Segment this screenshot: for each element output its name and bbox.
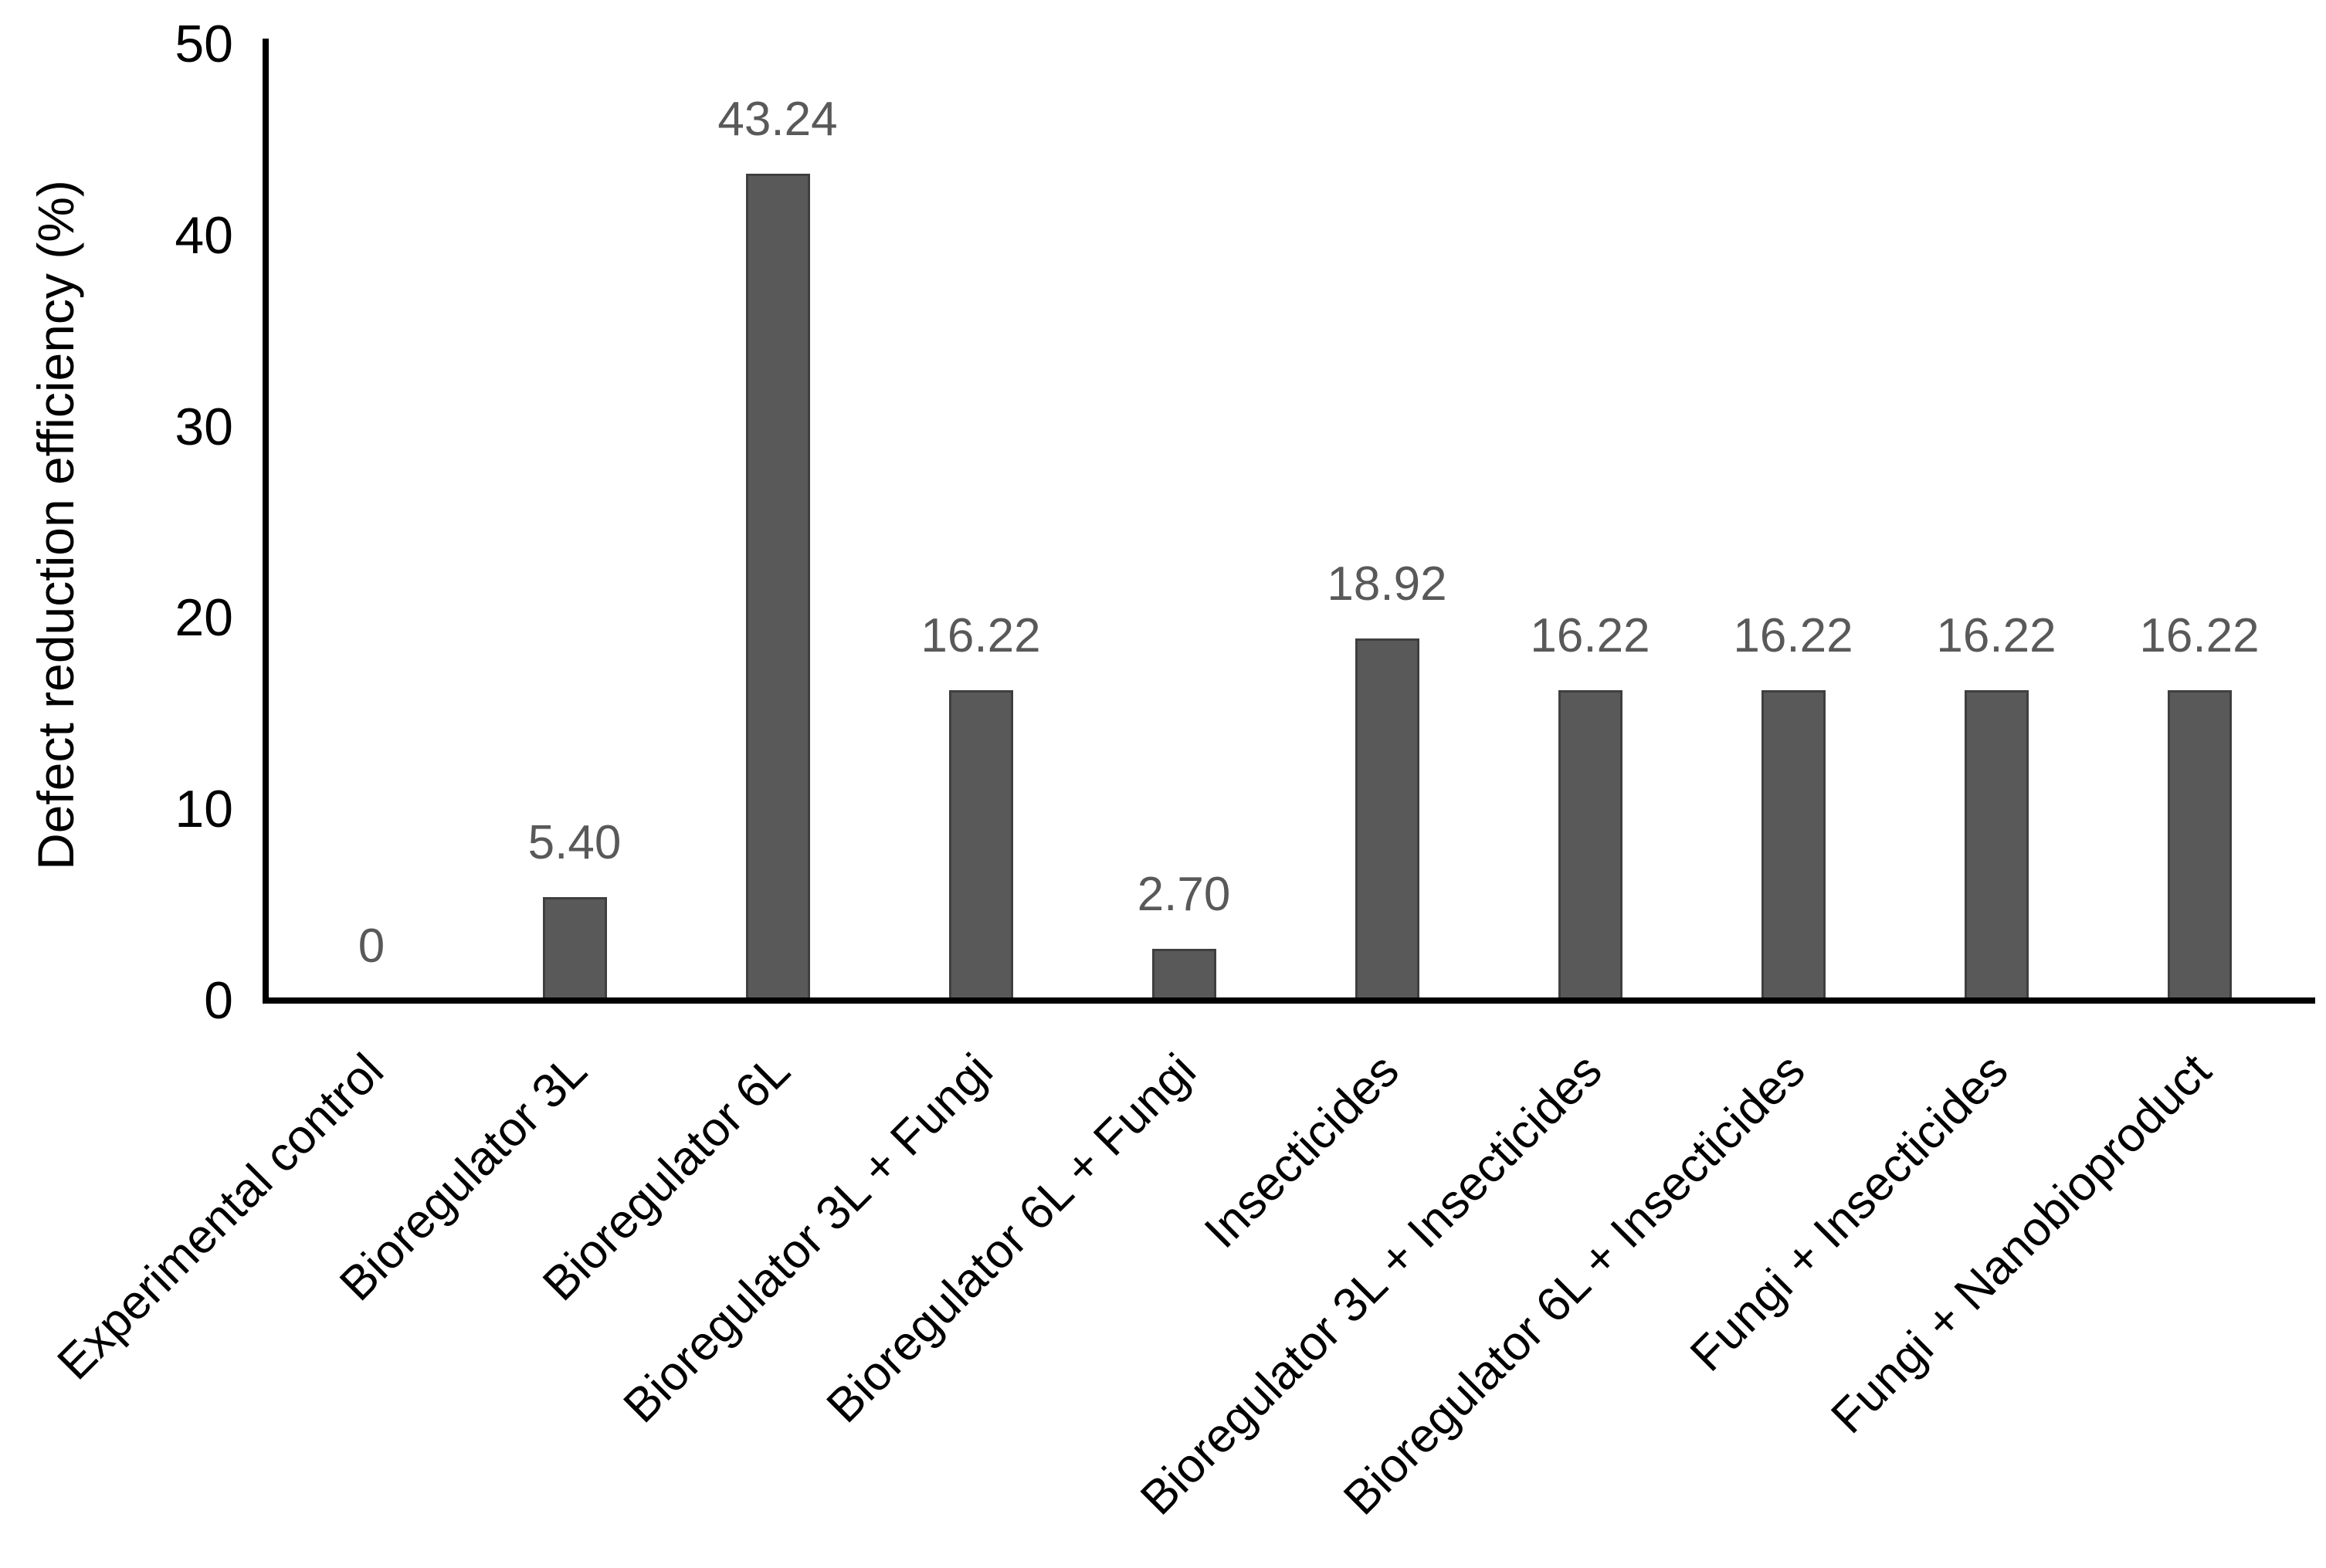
bar-value-label: 43.24 [717,92,838,146]
bar [1558,690,1622,1001]
bar [745,173,810,1001]
bar [1761,690,1826,1001]
bar [542,897,607,1001]
bar-value-label: 16.22 [1530,609,1650,663]
y-tick-label: 50 [175,15,233,73]
y-tick-label: 40 [175,205,233,265]
bar-value-label: 18.92 [1327,557,1447,611]
bar-value-label: 2.70 [1137,868,1231,922]
bar-value-label: 16.22 [1733,609,1853,663]
bar [1151,949,1216,1001]
bar [948,690,1013,1001]
x-axis-category-label: Insecticides [1194,1044,1409,1258]
bar [1964,690,2029,1001]
x-axis-line [263,997,2315,1004]
bar-value-label: 16.22 [921,609,1041,663]
bar-value-label: 16.22 [2139,609,2260,663]
y-tick-label: 0 [204,971,233,1030]
y-axis-title: Defect reduction efficiency (%) [27,180,84,870]
bar-value-label: 0 [358,919,385,973]
x-axis-category-label: Experimental control [47,1044,394,1390]
y-tick-label: 20 [175,588,233,648]
y-tick-label: 10 [175,780,233,839]
y-axis-line [263,39,269,1004]
x-axis-category-label: Fungi + Nanobioproduct [1821,1044,2222,1444]
x-axis-category-label: Bioregulator 3L + Fungi [613,1044,1003,1434]
bar [2167,690,2232,1001]
bar-value-label: 16.22 [1936,609,2056,663]
bar [1355,638,1419,1001]
bar-value-label: 5.40 [527,816,622,870]
y-tick-label: 30 [175,397,233,456]
x-axis-category-label: Bioregulator 6L + Fungi [816,1044,1206,1434]
